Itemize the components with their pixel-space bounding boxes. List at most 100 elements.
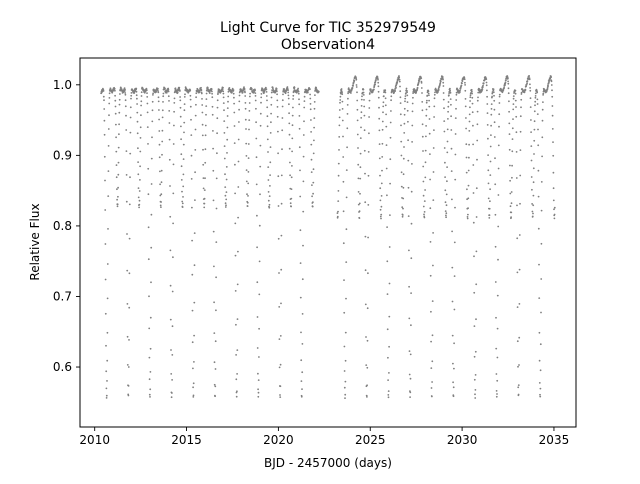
data-point <box>247 157 250 160</box>
data-point <box>531 188 533 191</box>
data-point <box>488 217 491 219</box>
data-point <box>530 159 533 162</box>
data-point <box>428 94 430 97</box>
data-point <box>129 116 132 119</box>
data-point <box>265 95 268 97</box>
data-point <box>104 179 106 182</box>
data-point <box>168 100 170 102</box>
data-point <box>384 97 387 100</box>
data-point <box>360 117 363 119</box>
data-point <box>254 92 257 94</box>
data-point <box>192 367 194 370</box>
data-point <box>355 86 358 88</box>
data-point <box>257 379 260 381</box>
data-point <box>224 202 227 205</box>
data-point <box>279 335 282 337</box>
data-point <box>278 366 281 369</box>
data-point <box>227 100 229 103</box>
data-point <box>270 121 272 124</box>
data-point <box>172 256 174 259</box>
data-point <box>171 325 174 328</box>
data-point <box>291 150 293 153</box>
data-point <box>291 124 294 127</box>
data-point <box>176 91 179 94</box>
data-point <box>257 372 259 375</box>
data-point <box>424 149 427 152</box>
data-point <box>105 394 108 397</box>
data-point <box>248 102 251 104</box>
data-point <box>148 327 151 330</box>
data-point <box>474 393 476 396</box>
data-point <box>292 106 294 109</box>
data-point <box>497 258 499 261</box>
data-point <box>115 176 118 179</box>
data-point <box>116 198 118 201</box>
data-point <box>437 89 440 91</box>
data-point <box>336 215 339 218</box>
y-tick-label: 1.0 <box>53 78 72 92</box>
data-point <box>403 132 406 134</box>
data-point <box>422 165 425 168</box>
data-point <box>445 212 448 215</box>
data-point <box>388 315 391 318</box>
data-point <box>118 98 121 101</box>
data-point <box>260 96 263 99</box>
data-point <box>181 190 183 193</box>
data-point <box>213 301 216 304</box>
data-point <box>180 138 183 141</box>
data-point <box>450 103 452 106</box>
data-point <box>465 143 468 146</box>
data-point <box>421 135 424 138</box>
data-point <box>125 129 128 131</box>
data-point <box>267 191 270 193</box>
data-point <box>475 318 477 321</box>
data-point <box>124 93 127 96</box>
data-point <box>485 81 488 84</box>
data-point <box>151 100 154 103</box>
data-point <box>508 122 511 125</box>
data-point <box>254 99 257 102</box>
data-point <box>276 115 279 118</box>
data-point <box>495 395 498 398</box>
data-point <box>200 86 202 89</box>
data-point <box>403 107 406 110</box>
data-point <box>519 174 522 177</box>
data-point <box>362 94 365 96</box>
data-point <box>249 92 252 95</box>
data-point <box>519 130 522 133</box>
data-point <box>241 91 244 93</box>
data-point <box>102 95 105 98</box>
data-point <box>432 147 435 149</box>
data-point <box>516 237 519 240</box>
data-point <box>205 89 208 92</box>
data-point <box>108 92 111 95</box>
data-point <box>317 90 320 93</box>
data-point <box>426 94 429 97</box>
data-point <box>386 226 388 229</box>
data-point <box>497 144 500 147</box>
data-point <box>266 138 269 141</box>
data-point <box>302 210 305 213</box>
data-point <box>238 100 241 103</box>
data-point <box>118 111 121 114</box>
data-point <box>443 130 446 133</box>
data-point <box>173 97 176 100</box>
data-point <box>510 216 512 219</box>
data-point <box>183 121 186 124</box>
data-point <box>171 354 174 356</box>
data-point <box>233 125 236 127</box>
data-point <box>541 155 543 158</box>
data-point <box>540 242 543 245</box>
data-point <box>553 206 556 209</box>
data-point <box>411 124 414 127</box>
data-point <box>464 81 466 84</box>
data-point <box>497 194 500 196</box>
data-point <box>244 102 247 104</box>
data-point <box>138 190 141 192</box>
data-point <box>205 113 207 116</box>
data-point <box>193 301 196 304</box>
data-point <box>149 396 151 398</box>
data-point <box>259 112 262 115</box>
data-point <box>128 339 130 341</box>
